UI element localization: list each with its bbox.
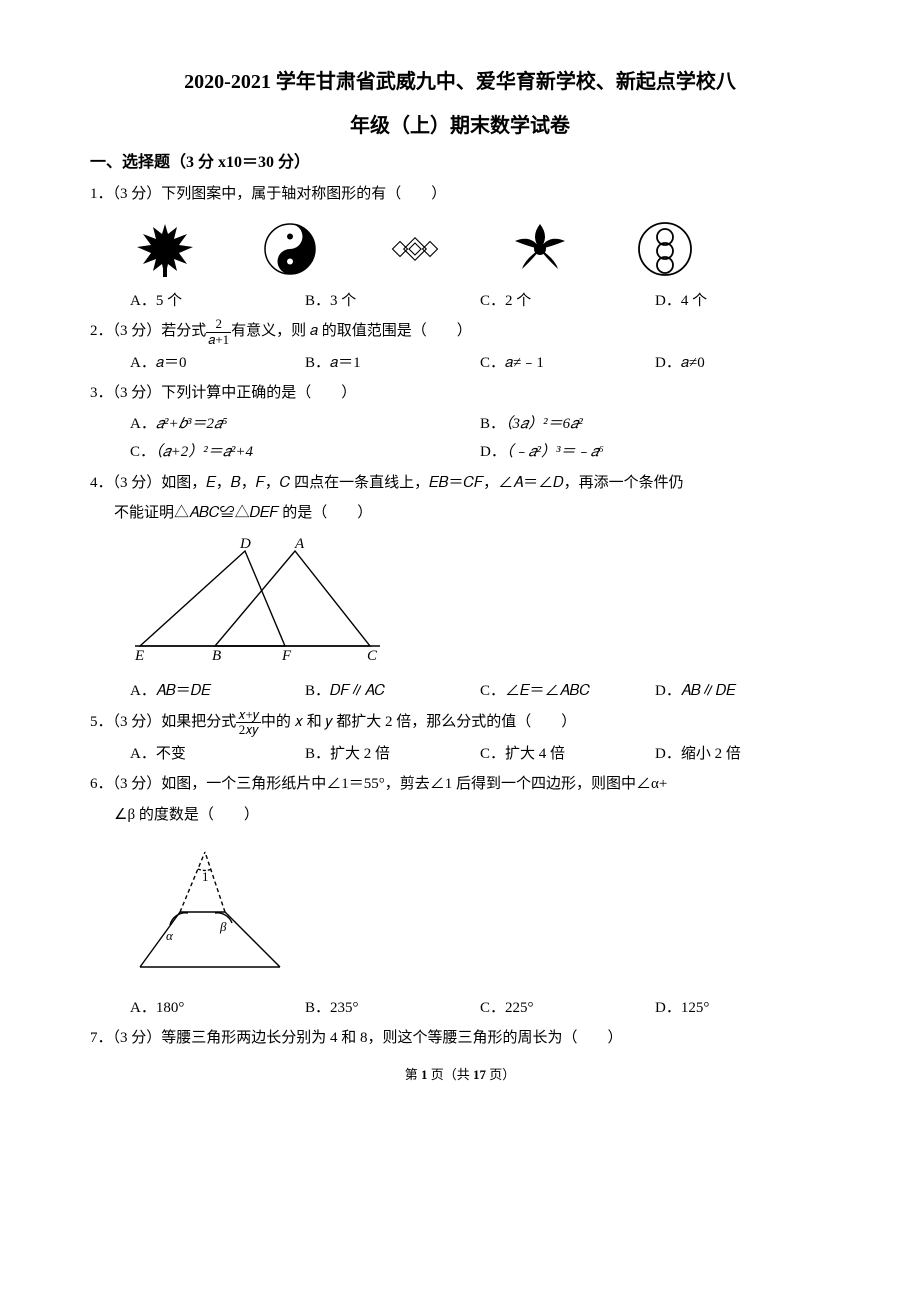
o3C-pre: C． bbox=[130, 444, 155, 460]
option-3C: C．（𝑎+2）²＝𝑎²+4 bbox=[130, 438, 480, 467]
option-2D: D．𝑎≠0 bbox=[655, 349, 830, 378]
option-4C: C．∠𝐸＝∠𝐴𝐵𝐶 bbox=[480, 677, 655, 706]
yinyang-icon bbox=[255, 219, 325, 279]
q4-label-E: E bbox=[134, 648, 144, 661]
question-7-stem: 7．（3 分）等腰三角形两边长分别为 4 和 8，则这个等腰三角形的周长为（ ） bbox=[90, 1024, 830, 1053]
question-1-options: A．5 个 B．3 个 C．2 个 D．4 个 bbox=[90, 287, 830, 316]
question-1-stem: 1．（3 分）下列图案中，属于轴对称图形的有（ ） bbox=[90, 180, 830, 209]
question-5-stem: 5．（3 分）如果把分式𝑥+𝑦2𝑥𝑦中的 𝑥 和 𝑦 都扩大 2 倍，那么分式的… bbox=[90, 708, 830, 738]
question-4-figure: D A E B F C bbox=[90, 530, 830, 678]
option-4A: A．𝐴𝐵＝𝐷𝐸 bbox=[130, 677, 305, 706]
question-3-options-1: A．𝑎²+𝑏³＝2𝑎⁵ B．（3𝑎）²＝6𝑎² bbox=[90, 410, 830, 439]
footer-post: 页） bbox=[486, 1067, 515, 1082]
q4-label-B: B bbox=[212, 648, 221, 661]
option-6A: A．180° bbox=[130, 994, 305, 1023]
q4-label-C: C bbox=[367, 648, 378, 661]
q2-fraction: 2𝑎+1 bbox=[206, 317, 231, 347]
option-5C: C．扩大 4 倍 bbox=[480, 740, 655, 769]
option-1C: C．2 个 bbox=[480, 287, 655, 316]
option-3D: D．（﹣𝑎²）³＝﹣𝑎⁶ bbox=[480, 438, 830, 467]
option-4D: D．𝐴𝐵∥𝐷𝐸 bbox=[655, 677, 830, 706]
question-6-figure: 1 α β bbox=[90, 831, 830, 994]
maple-leaf-icon bbox=[130, 219, 200, 279]
option-4B: B．𝐷𝐹∥𝐴𝐶 bbox=[305, 677, 480, 706]
footer-pre: 第 bbox=[405, 1067, 421, 1082]
q6-label-1: 1 bbox=[202, 869, 209, 884]
q5-fraction: 𝑥+𝑦2𝑥𝑦 bbox=[236, 708, 261, 738]
circles-icon bbox=[630, 219, 700, 279]
flower-star-icon bbox=[505, 219, 575, 279]
question-2-options: A．𝑎＝0 B．𝑎＝1 C．𝑎≠﹣1 D．𝑎≠0 bbox=[90, 349, 830, 378]
option-2C: C．𝑎≠﹣1 bbox=[480, 349, 655, 378]
o3D-pre: D． bbox=[480, 444, 506, 460]
o3A-pre: A． bbox=[130, 416, 156, 432]
title-line-1: 2020-2021 学年甘肃省武威九中、爱华育新学校、新起点学校八 bbox=[90, 60, 830, 104]
q2-post: 有意义，则 𝑎 的取值范围是（ ） bbox=[231, 324, 472, 340]
option-5D: D．缩小 2 倍 bbox=[655, 740, 830, 769]
diamond-pattern-icon bbox=[380, 219, 450, 279]
o3B-pre: B． bbox=[480, 416, 505, 432]
section-1-heading: 一、选择题（3 分 x10＝30 分） bbox=[90, 148, 830, 178]
q5-post: 中的 𝑥 和 𝑦 都扩大 2 倍，那么分式的值（ ） bbox=[261, 714, 576, 730]
question-3-options-2: C．（𝑎+2）²＝𝑎²+4 D．（﹣𝑎²）³＝﹣𝑎⁶ bbox=[90, 438, 830, 467]
q5-frac-num: 𝑥+𝑦 bbox=[236, 708, 261, 723]
o3A-expr: 𝑎²+𝑏³＝2𝑎⁵ bbox=[156, 416, 228, 432]
question-4-options: A．𝐴𝐵＝𝐷𝐸 B．𝐷𝐹∥𝐴𝐶 C．∠𝐸＝∠𝐴𝐵𝐶 D．𝐴𝐵∥𝐷𝐸 bbox=[90, 677, 830, 706]
o3B-expr: （3𝑎）²＝6𝑎² bbox=[505, 416, 583, 432]
option-6C: C．225° bbox=[480, 994, 655, 1023]
q6-label-alpha: α bbox=[166, 928, 174, 943]
question-6-stem-2: ∠β 的度数是（ ） bbox=[90, 801, 830, 830]
option-2A: A．𝑎＝0 bbox=[130, 349, 305, 378]
footer-total: 17 bbox=[473, 1067, 486, 1082]
q4-label-D: D bbox=[239, 536, 251, 552]
option-1D: D．4 个 bbox=[655, 287, 830, 316]
o3D-expr: （﹣𝑎²）³＝﹣𝑎⁶ bbox=[506, 444, 604, 460]
q6-label-beta: β bbox=[219, 919, 227, 934]
option-1B: B．3 个 bbox=[305, 287, 480, 316]
o3C-expr: （𝑎+2）²＝𝑎²+4 bbox=[155, 444, 253, 460]
q2-frac-num: 2 bbox=[206, 317, 231, 332]
footer-mid: 页（共 bbox=[427, 1067, 473, 1082]
question-5-options: A．不变 B．扩大 2 倍 C．扩大 4 倍 D．缩小 2 倍 bbox=[90, 740, 830, 769]
question-4-stem-2: 不能证明△𝐴𝐵𝐶≌△𝐷𝐸𝐹 的是（ ） bbox=[90, 499, 830, 528]
option-6B: B．235° bbox=[305, 994, 480, 1023]
q2-pre: 2．（3 分）若分式 bbox=[90, 324, 206, 340]
question-6-stem-1: 6．（3 分）如图，一个三角形纸片中∠1＝55°，剪去∠1 后得到一个四边形，则… bbox=[90, 770, 830, 799]
page-footer: 第 1 页（共 17 页） bbox=[90, 1063, 830, 1088]
option-1A: A．5 个 bbox=[130, 287, 305, 316]
q5-frac-den: 2𝑥𝑦 bbox=[236, 723, 261, 737]
option-3B: B．（3𝑎）²＝6𝑎² bbox=[480, 410, 830, 439]
question-2-stem: 2．（3 分）若分式2𝑎+1有意义，则 𝑎 的取值范围是（ ） bbox=[90, 317, 830, 347]
question-1-figures bbox=[90, 211, 830, 287]
q5-pre: 5．（3 分）如果把分式 bbox=[90, 714, 236, 730]
option-6D: D．125° bbox=[655, 994, 830, 1023]
question-4-stem-1: 4．（3 分）如图，𝐸，𝐵，𝐹，𝐶 四点在一条直线上，𝐸𝐵＝𝐶𝐹，∠𝐴＝∠𝐷，再… bbox=[90, 469, 830, 498]
option-3A: A．𝑎²+𝑏³＝2𝑎⁵ bbox=[130, 410, 480, 439]
option-5A: A．不变 bbox=[130, 740, 305, 769]
title-line-2: 年级（上）期末数学试卷 bbox=[90, 104, 830, 148]
q4-label-F: F bbox=[281, 648, 292, 661]
q4-label-A: A bbox=[294, 536, 305, 552]
option-2B: B．𝑎＝1 bbox=[305, 349, 480, 378]
question-6-options: A．180° B．235° C．225° D．125° bbox=[90, 994, 830, 1023]
option-5B: B．扩大 2 倍 bbox=[305, 740, 480, 769]
q2-frac-den: 𝑎+1 bbox=[206, 333, 231, 347]
question-3-stem: 3．（3 分）下列计算中正确的是（ ） bbox=[90, 379, 830, 408]
